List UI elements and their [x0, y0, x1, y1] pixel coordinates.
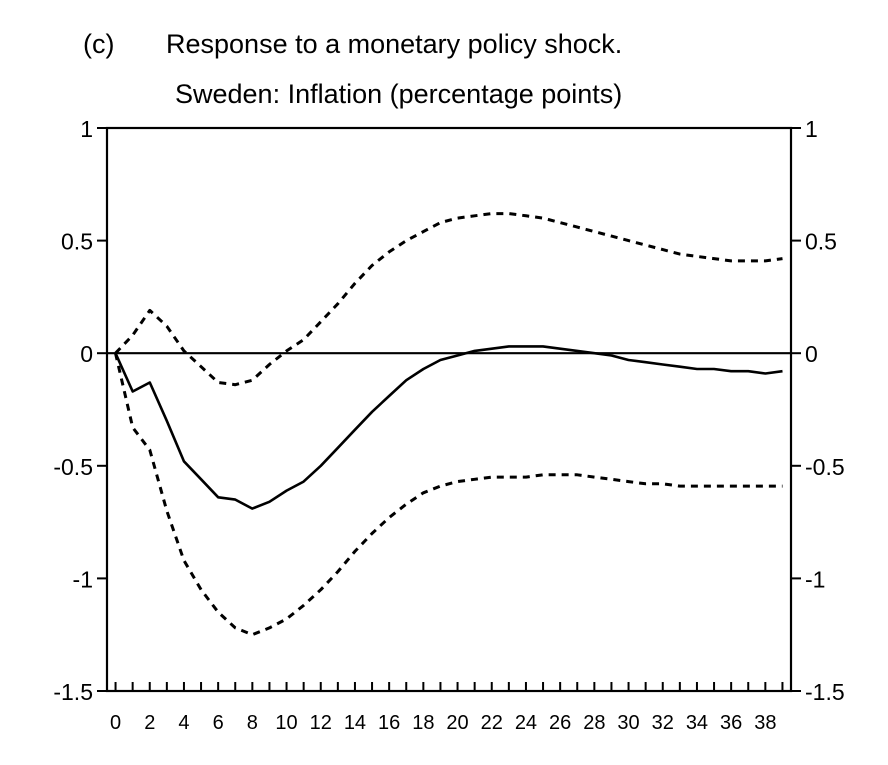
x-tick-label: 2 [144, 712, 155, 734]
x-tick-label: 26 [549, 712, 571, 734]
x-tick-label: 34 [686, 712, 708, 734]
x-tick-label: 4 [178, 712, 189, 734]
series-line-response [114, 345, 783, 510]
x-tick-label: 6 [213, 712, 224, 734]
plot-area: 1 10.5 0.50 0-0.5 -0.5-1 -1-1.5 -1.50 2 4 6 8 10 12 1… [53, 116, 844, 734]
chart-subtitle: Sweden: Inflation (percentage points) [175, 79, 622, 109]
y-tick-label-left: 0 [80, 341, 93, 367]
x-tick-label: 20 [446, 712, 468, 734]
y-tick-label-left: 0.5 [61, 229, 93, 255]
y-tick-label-right: -0.5 [805, 454, 845, 480]
x-tick-label: 14 [344, 712, 366, 734]
plot-frame [105, 126, 793, 693]
y-tick-label-right: 0.5 [805, 229, 837, 255]
x-tick-label: 18 [412, 712, 434, 734]
x-tick-label: 32 [652, 712, 674, 734]
x-tick-label: 10 [275, 712, 297, 734]
series-line-upper-band [114, 212, 783, 387]
x-tick-label: 12 [310, 712, 332, 734]
panel-label: (c) [83, 29, 114, 59]
y-tick-label-right: 0 [805, 341, 818, 367]
y-tick-label-left: -1.5 [53, 679, 93, 705]
x-tick-label: 16 [378, 712, 400, 734]
y-tick-label-left: -0.5 [53, 454, 93, 480]
y-tick-label-left: -1 [73, 566, 93, 592]
y-tick-label-right: 1 [805, 116, 818, 142]
y-tick-label-left: 1 [80, 116, 93, 142]
x-tick-label: 8 [247, 712, 258, 734]
x-tick-label: 36 [720, 712, 742, 734]
x-tick-label: 28 [583, 712, 605, 734]
x-tick-label: 38 [754, 712, 776, 734]
x-tick-label: 22 [481, 712, 503, 734]
y-tick-label-right: -1 [805, 566, 825, 592]
x-tick-label: 24 [515, 712, 537, 734]
series-line-lower-band [114, 352, 783, 637]
x-tick-label: 30 [617, 712, 639, 734]
y-tick-label-right: -1.5 [805, 679, 845, 705]
chart-title: Response to a monetary policy shock. [166, 29, 622, 59]
x-tick-label: 0 [110, 712, 121, 734]
